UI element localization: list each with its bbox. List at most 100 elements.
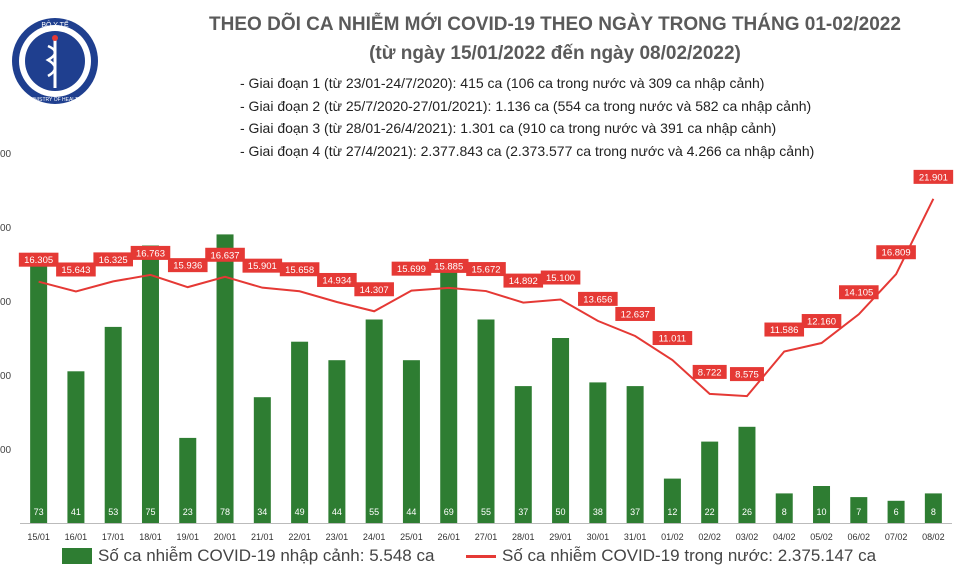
line-value-label: 15.901 <box>248 261 277 272</box>
line-value-label-bg <box>578 291 618 306</box>
line-value-label: 8.575 <box>735 370 759 381</box>
bar-value-label: 37 <box>630 507 640 517</box>
bar-import-cases <box>887 500 905 523</box>
legend-bar-swatch <box>62 548 92 564</box>
line-value-label-bg <box>354 282 394 297</box>
bar-value-label: 22 <box>705 507 715 517</box>
x-tick-label: 08/02 <box>922 532 945 542</box>
line-value-label: 15.658 <box>285 265 314 276</box>
line-value-label: 16.325 <box>99 255 128 266</box>
bar-import-cases <box>179 437 197 523</box>
line-value-label: 15.100 <box>546 273 575 284</box>
bar-import-cases <box>514 386 532 523</box>
line-value-label: 11.586 <box>770 325 798 336</box>
bar-import-cases <box>440 267 458 523</box>
bar-value-label: 55 <box>481 507 491 517</box>
bar-import-cases <box>291 341 309 523</box>
bar-value-label: 34 <box>257 507 267 517</box>
bar-value-label: 8 <box>782 507 787 517</box>
x-tick-label: 24/01 <box>363 532 386 542</box>
x-tick-label: 02/02 <box>698 532 721 542</box>
line-value-label-bg <box>93 252 133 267</box>
chart-subtitle: (từ ngày 15/01/2022 đến ngày 08/02/2022) <box>369 43 741 64</box>
bar-value-label: 73 <box>34 507 44 517</box>
x-tick-label: 22/01 <box>288 532 311 542</box>
bar-value-label: 75 <box>145 507 155 517</box>
x-tick-label: 06/02 <box>848 532 871 542</box>
line-value-label-bg <box>729 367 764 382</box>
legend-bar: Số ca nhiễm COVID-19 nhập cảnh: 5.548 ca <box>62 546 434 566</box>
line-value-label-bg <box>56 262 96 277</box>
x-tick-label: 04/02 <box>773 532 796 542</box>
phase-2-text: - Giai đoạn 2 (từ 25/7/2020-27/01/2021):… <box>240 97 812 114</box>
x-tick-label: 28/01 <box>512 532 535 542</box>
bar-import-cases <box>30 252 48 523</box>
line-value-label-bg <box>391 261 432 276</box>
line-value-label: 14.307 <box>360 285 389 296</box>
bar-import-cases <box>104 326 122 523</box>
x-tick-label: 07/02 <box>885 532 908 542</box>
y-tick-label: 00 <box>0 149 12 160</box>
bar-import-cases <box>589 382 607 523</box>
x-tick-label: 31/01 <box>624 532 647 542</box>
line-value-label-bg <box>839 285 879 300</box>
line-value-label: 14.105 <box>844 288 873 299</box>
line-value-label-bg <box>205 247 245 262</box>
x-tick-label: 20/01 <box>214 532 237 542</box>
line-value-label: 16.305 <box>24 255 53 266</box>
line-value-label: 15.643 <box>61 265 90 276</box>
logo-text-top: BỘ Y TẾ <box>41 19 69 29</box>
bar-value-label: 53 <box>108 507 118 517</box>
line-value-label-bg <box>167 258 208 273</box>
bar-value-label: 8 <box>931 507 936 517</box>
line-value-label: 8.722 <box>698 367 722 378</box>
line-value-label-bg <box>18 252 59 267</box>
x-tick-label: 03/02 <box>736 532 759 542</box>
line-value-label-bg <box>764 322 805 337</box>
line-value-label-bg <box>692 364 727 379</box>
bar-value-label: 49 <box>295 507 305 517</box>
x-tick-label: 01/02 <box>661 532 684 542</box>
bar-import-cases <box>813 486 831 523</box>
bar-import-cases <box>738 426 756 523</box>
bar-import-cases <box>663 478 681 523</box>
x-tick-label: 27/01 <box>475 532 498 542</box>
x-tick-label: 19/01 <box>176 532 199 542</box>
legend-line-label: Số ca nhiễm COVID-19 trong nước: 2.375.1… <box>502 546 877 565</box>
bar-value-label: 55 <box>369 507 379 517</box>
line-value-label: 21.901 <box>919 172 948 183</box>
bar-import-cases <box>253 397 271 523</box>
line-value-label: 15.885 <box>434 261 463 272</box>
y-tick-label: 00 <box>0 445 12 456</box>
legend-bar-label: Số ca nhiễm COVID-19 nhập cảnh: 5.548 ca <box>98 546 435 565</box>
line-value-label-bg <box>130 245 171 260</box>
line-value-label: 14.934 <box>322 275 351 286</box>
chart-title: THEO DÕI CA NHIỄM MỚI COVID-19 THEO NGÀY… <box>209 14 901 35</box>
bar-import-cases <box>775 493 793 523</box>
bar-value-label: 37 <box>518 507 528 517</box>
x-tick-label: 17/01 <box>102 532 125 542</box>
bar-value-label: 6 <box>894 507 899 517</box>
bar-import-cases <box>924 493 942 523</box>
line-value-label-bg <box>913 169 954 184</box>
line-value-label: 13.656 <box>583 294 612 305</box>
line-value-label-bg <box>503 273 544 288</box>
bar-value-label: 69 <box>444 507 454 517</box>
bar-import-cases <box>850 497 868 523</box>
x-tick-label: 21/01 <box>251 532 274 542</box>
line-value-label: 14.892 <box>509 276 538 287</box>
logo-text-bottom: MINISTRY OF HEALTH <box>29 97 82 103</box>
line-value-label: 16.809 <box>882 248 911 259</box>
line-domestic-cases <box>38 198 935 398</box>
bar-import-cases <box>552 338 570 523</box>
y-tick-label: 00 <box>0 371 12 382</box>
line-value-label-bg <box>652 331 693 346</box>
bar-import-cases <box>216 234 234 523</box>
bar-import-cases <box>365 319 383 523</box>
line-value-label: 12.637 <box>621 309 650 320</box>
line-value-label-bg <box>428 258 469 273</box>
bar-value-label: 10 <box>817 507 827 517</box>
phase-1-text: - Giai đoạn 1 (từ 23/01-24/7/2020): 415 … <box>240 75 765 91</box>
x-tick-label: 26/01 <box>437 532 460 542</box>
